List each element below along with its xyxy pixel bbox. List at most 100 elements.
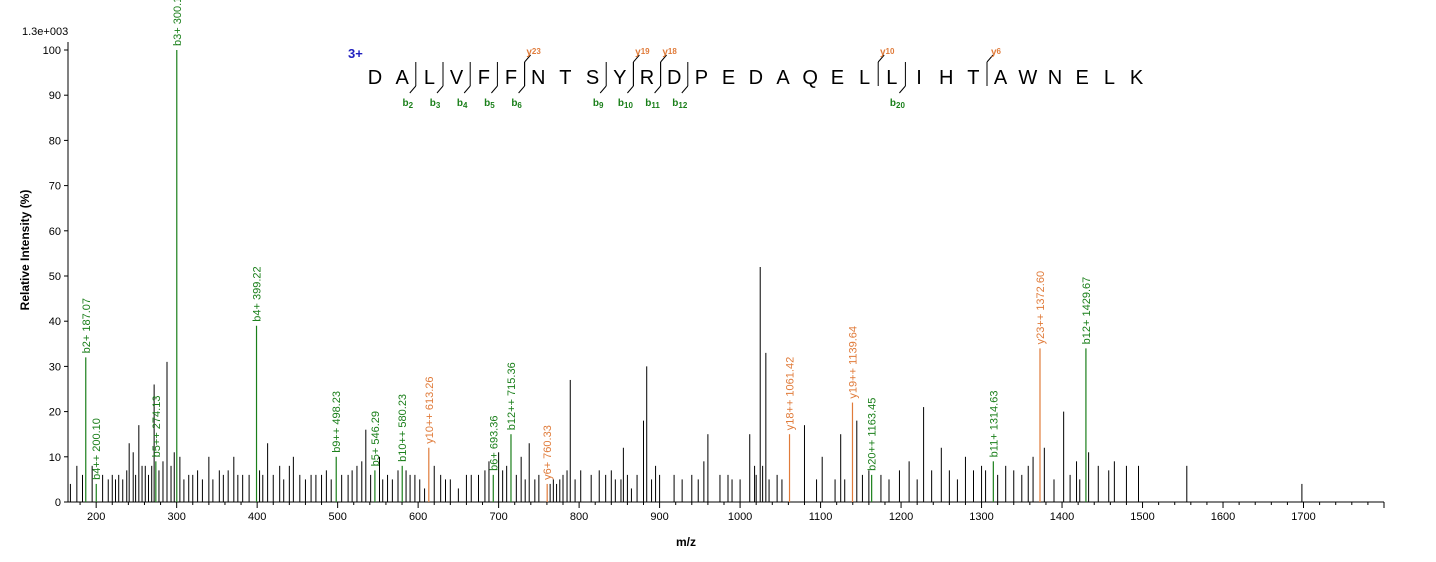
sequence-residue: F [505,67,517,89]
sequence-residue: I [916,67,922,89]
sequence-residue: F [478,67,490,89]
sequence-residue: S [586,67,599,89]
y-ion-subscript: 18 [668,47,677,56]
peak-label: y18++ 1061.42 [785,357,797,430]
y-tick-label: 40 [49,316,61,328]
scale-label: 1.3e+003 [22,26,68,38]
b-ion-subscript: 2 [409,101,414,110]
b-ion-subscript: 10 [624,101,633,110]
sequence-residue: T [967,67,979,89]
b-ion-label: b20 [890,98,906,110]
x-tick-label: 1700 [1291,511,1315,523]
y-tick-label: 10 [49,452,61,464]
y-ion-subscript: 23 [532,47,541,56]
b-ion-subscript: 20 [896,101,905,110]
b-ion-hook [463,85,471,94]
b-ion-label: b2 [403,98,414,110]
sequence-residue: A [776,67,790,89]
b-ion-label: b6 [511,98,522,110]
y-ion-hook [524,54,531,63]
y-ion-hook [986,54,994,63]
x-tick-label: 200 [87,511,105,523]
y-ion-subscript: 19 [641,47,650,56]
x-tick-label: 300 [167,511,185,523]
sequence-residue: L [859,67,870,89]
b-ion-hook [654,85,661,94]
sequence-residue: Y [613,67,626,89]
x-tick-label: 1100 [809,511,833,523]
sequence-residue: L [886,67,897,89]
peak-label: b5+ 546.29 [370,411,382,466]
y-tick-label: 0 [55,497,61,509]
x-tick-label: 600 [409,511,427,523]
sequence-residue: A [994,67,1008,89]
b-ion-label: b3 [430,98,441,110]
y-ion-subscript: 6 [997,47,1002,56]
b-ion-label: b5 [484,98,495,110]
y-ion-label: y19 [635,47,650,58]
peak-label: y6+ 760.33 [542,425,554,480]
peak-label: b12++ 715.36 [506,362,518,430]
y-ion-label: y18 [662,47,677,58]
b-ion-subscript: 3 [436,101,441,110]
y-ion-hook [877,54,885,63]
peak-labels: b2+ 187.07 b4++ 200.10 b5++ 274.13 b3+ 300.… [81,0,1093,480]
sequence-residue: A [396,67,410,89]
b-ion-label: b10 [618,98,634,110]
b-ion-hook [627,85,634,94]
peak-label: b3+ 300.15 [172,0,184,46]
x-tick-label: 500 [328,511,346,523]
y-ion-hook [660,54,667,63]
x-tick-label: 1400 [1050,511,1074,523]
y-ion-label: y23 [526,47,541,58]
peak-label: b11+ 1314.63 [988,391,1000,458]
sequence-residue: E [1076,67,1089,89]
sequence-residue: E [722,67,735,89]
sequence-residue: E [831,67,844,89]
peak-label: b4+ 399.22 [252,266,264,321]
y-tick-label: 100 [43,45,61,57]
y-tick-label: 80 [49,135,61,147]
y-tick-label: 30 [49,361,61,373]
sequence-residue: L [1104,67,1115,89]
sequence-residue: K [1130,67,1144,89]
peak-label: b9++ 498.23 [331,391,343,453]
b-ion-subscript: 6 [517,101,522,110]
b-ion-label: b11 [645,98,660,110]
sequence-residue: D [667,67,681,89]
x-tick-label: 400 [248,511,266,523]
x-tick-label: 900 [650,511,668,523]
b-ion-subscript: 5 [490,101,495,110]
sequence-residue: W [1018,67,1037,89]
peak-label: b12+ 1429.67 [1081,277,1093,345]
y-tick-label: 70 [49,181,61,193]
sequence-residue: H [939,67,953,89]
y-ion-hook [633,54,640,63]
x-tick-label: 1600 [1211,511,1235,523]
b-ion-hook [436,85,444,94]
b-ion-hook [518,85,525,94]
y-tick-label: 20 [49,407,61,419]
sequence-residue: Q [802,67,818,89]
peak-label: b4++ 200.10 [91,418,103,480]
b-ion-subscript: 12 [678,101,687,110]
b-ion-hook [491,85,498,94]
b-ion-hook [409,85,417,94]
sequence-residue: V [450,67,464,89]
sequence-residue: T [559,67,571,89]
b-ion-label: b12 [672,98,688,110]
sequence-residue: D [749,67,763,89]
b-ion-subscript: 11 [651,101,660,110]
peak-label: b5++ 274.13 [151,396,163,458]
axes: 0 10 20 30 40 50 60 70 80 90 100 200 300 400 500 600 700… [43,42,1385,523]
sequence-residue: R [640,67,654,89]
y-tick-label: 60 [49,226,61,238]
peak-label: b20++ 1163.45 [867,398,879,471]
b-ion-subscript: 4 [463,101,468,110]
x-tick-label: 1200 [889,511,913,523]
x-axis-label: m/z [676,535,696,549]
y-ion-label: y10 [880,47,895,58]
y-axis-label: Relative Intensity (%) [18,190,32,311]
x-tick-label: 1300 [969,511,993,523]
